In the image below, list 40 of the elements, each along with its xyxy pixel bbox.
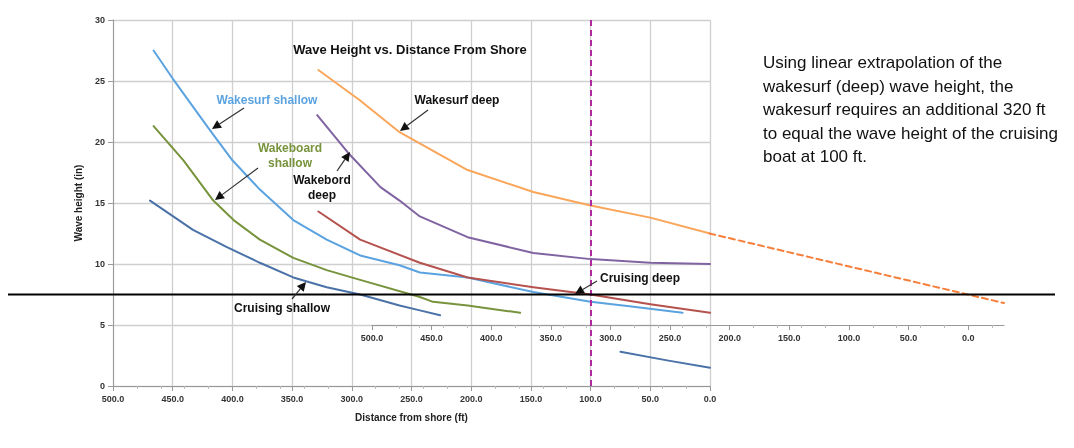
x2-tick-label: 400.0 [479, 332, 503, 343]
y-tick-label: 30 [94, 15, 105, 25]
x2-tick-label: 250.0 [658, 332, 682, 343]
text: Using linear extrapolation of the wakesurf (deep) wave height, the wakesurf requires an additional 320 ft to equal the wave height of the cruising boat at 100 ft. [763, 52, 1059, 168]
x-tick-label: 150.0 [519, 393, 543, 404]
x-tick-label: 0.0 [703, 393, 717, 404]
x2-tick-label: 150.0 [778, 332, 801, 343]
x-tick-label: 300.0 [340, 393, 364, 404]
x2-tick-label: 350.0 [539, 332, 563, 343]
y-tick-label: 0 [99, 381, 105, 391]
text: Wakeboard shallow [257, 141, 323, 170]
x-axis-title: Distance from shore (ft) [355, 411, 468, 423]
y-axis-title: Wave height (in) [72, 164, 84, 242]
x2-tick-label: 450.0 [420, 332, 443, 343]
x-tick-label: 200.0 [459, 393, 483, 404]
x2-tick-label: 300.0 [599, 332, 622, 343]
y-tick-label: 15 [94, 198, 105, 208]
text: Wave Height vs. Distance From Shore [293, 42, 527, 57]
x2-tick-label: 500.0 [360, 332, 384, 343]
y-tick-label: 20 [94, 137, 105, 147]
series-label: Cruising deep [600, 271, 681, 285]
series-label: Wakesurf shallow [216, 93, 319, 107]
x-tick-label: 250.0 [400, 393, 423, 404]
x-tick-label: 50.0 [641, 393, 660, 404]
series-label: Cruising shallow [233, 301, 331, 315]
text: Wakesurf deep [414, 93, 500, 107]
x-tick-label: 500.0 [101, 393, 125, 404]
y-tick-label: 5 [99, 320, 105, 330]
x2-tick-label: 200.0 [718, 332, 741, 343]
y-tick-label: 25 [94, 76, 105, 86]
series-label: Wakebord deep [293, 173, 351, 202]
x2-tick-label: 0.0 [961, 332, 975, 343]
x-tick-label: 350.0 [280, 393, 304, 404]
y-tick-label: 10 [94, 259, 105, 269]
x2-tick-label: 100.0 [837, 332, 861, 343]
x-tick-label: 450.0 [161, 393, 184, 404]
x-tick-label: 400.0 [221, 393, 244, 404]
line-series [152, 125, 522, 314]
x2-tick-label: 50.0 [899, 332, 918, 343]
x-tick-label: 100.0 [579, 393, 602, 404]
